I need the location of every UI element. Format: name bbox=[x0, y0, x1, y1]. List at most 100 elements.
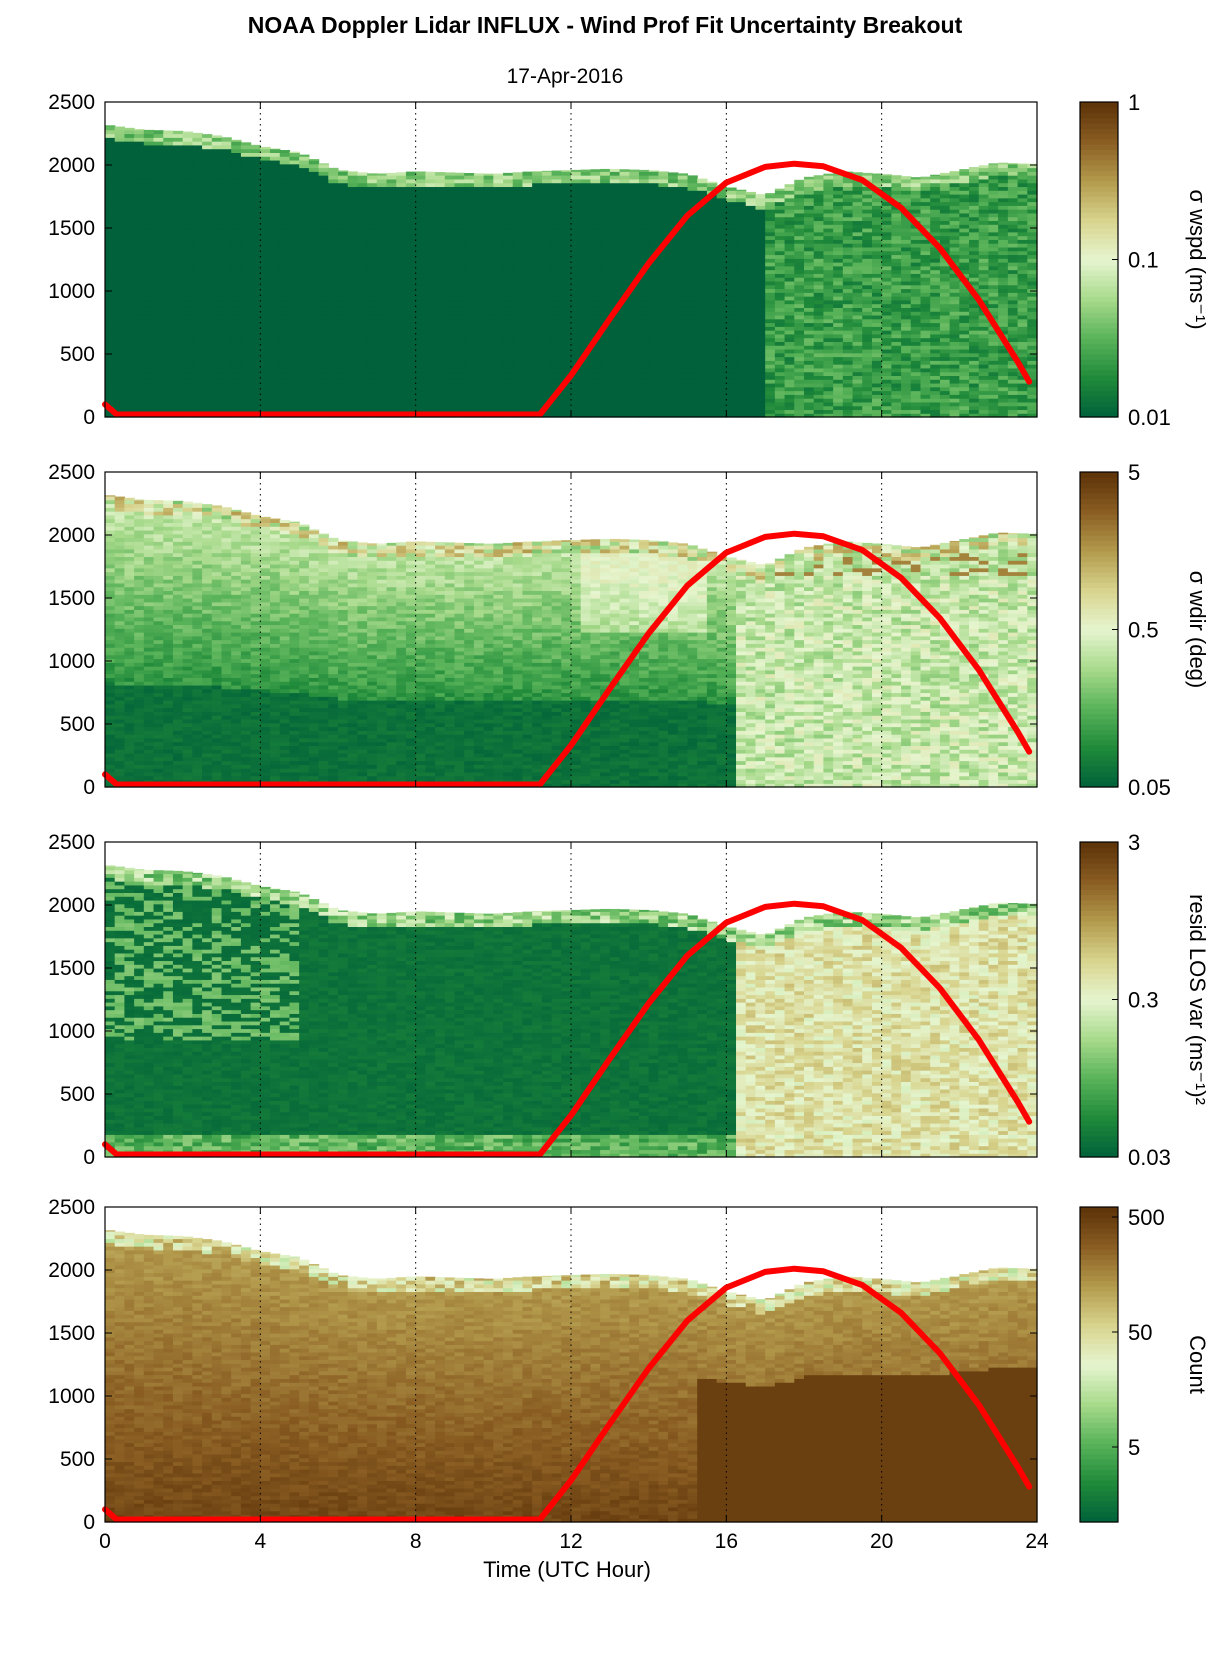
heat-cell bbox=[455, 262, 465, 266]
heat-cell bbox=[299, 232, 309, 236]
heat-cell bbox=[241, 142, 251, 145]
heat-cell bbox=[163, 258, 173, 262]
heat-cell bbox=[474, 391, 484, 395]
heat-cell bbox=[493, 258, 503, 262]
heat-cell bbox=[678, 406, 688, 410]
heat-cell bbox=[163, 254, 173, 258]
heat-cell bbox=[658, 190, 668, 194]
heat-cell bbox=[212, 224, 222, 228]
heat-cell bbox=[445, 217, 455, 221]
heat-cell bbox=[464, 341, 474, 345]
heat-cell bbox=[280, 402, 290, 406]
heat-cell bbox=[134, 186, 144, 190]
heat-cell bbox=[202, 186, 212, 190]
heat-cell bbox=[746, 383, 756, 387]
heat-cell bbox=[804, 326, 814, 330]
heat-cell bbox=[746, 372, 756, 376]
heat-cell bbox=[241, 326, 251, 330]
heat-cell bbox=[173, 220, 183, 224]
heat-cell bbox=[503, 198, 513, 202]
heat-cell bbox=[522, 364, 532, 368]
heat-cell bbox=[726, 387, 736, 391]
heat-cell bbox=[581, 220, 591, 224]
heat-cell bbox=[163, 175, 173, 179]
heat-cell bbox=[319, 209, 329, 213]
heat-cell bbox=[367, 398, 377, 402]
heat-cell bbox=[726, 375, 736, 379]
heat-cell bbox=[309, 164, 319, 168]
heat-cell bbox=[513, 220, 523, 224]
heat-cell bbox=[649, 315, 659, 319]
heat-cell bbox=[183, 304, 193, 308]
heat-cell bbox=[503, 353, 513, 357]
heat-cell bbox=[357, 398, 367, 402]
heat-cell bbox=[173, 156, 183, 160]
heat-cell bbox=[581, 209, 591, 213]
heat-cell bbox=[532, 311, 542, 315]
heat-cell bbox=[134, 292, 144, 296]
heat-cell bbox=[202, 258, 212, 262]
heat-cell bbox=[280, 394, 290, 398]
heat-cell bbox=[328, 258, 338, 262]
heat-cell bbox=[814, 198, 824, 202]
heat-cell bbox=[406, 341, 416, 345]
heat-cell bbox=[610, 292, 620, 296]
heat-cell bbox=[639, 364, 649, 368]
heat-cell bbox=[231, 251, 241, 255]
heat-cell bbox=[154, 296, 164, 300]
heat-cell bbox=[629, 372, 639, 376]
heat-cell bbox=[522, 262, 532, 266]
heat-cell bbox=[299, 323, 309, 327]
heat-cell bbox=[455, 349, 465, 353]
heat-cell bbox=[251, 292, 261, 296]
heat-cell bbox=[105, 205, 115, 209]
heat-cell bbox=[387, 364, 397, 368]
heat-cell bbox=[212, 349, 222, 353]
heat-cell bbox=[610, 383, 620, 387]
heat-cell bbox=[765, 292, 775, 296]
heat-cell bbox=[192, 194, 202, 198]
heat-cell bbox=[707, 247, 717, 251]
heat-cell bbox=[222, 228, 232, 232]
heat-cell bbox=[396, 360, 406, 364]
heat-cell bbox=[707, 353, 717, 357]
heat-cell bbox=[387, 330, 397, 334]
heat-cell bbox=[309, 394, 319, 398]
heat-cell bbox=[163, 288, 173, 292]
heat-cell bbox=[416, 209, 426, 213]
heat-cell bbox=[154, 205, 164, 209]
heat-cell bbox=[445, 258, 455, 262]
heat-cell bbox=[678, 277, 688, 281]
heat-cell bbox=[202, 137, 212, 141]
heat-cell bbox=[348, 300, 358, 304]
heat-cell bbox=[173, 141, 183, 145]
heat-cell bbox=[289, 364, 299, 368]
heat-cell bbox=[425, 251, 435, 255]
heat-cell bbox=[668, 357, 678, 361]
heat-cell bbox=[474, 364, 484, 368]
heat-cell bbox=[202, 134, 212, 138]
heat-cell bbox=[707, 326, 717, 330]
heat-cell bbox=[755, 315, 765, 319]
heat-cell bbox=[590, 379, 600, 383]
heat-cell bbox=[688, 175, 698, 179]
heat-cell bbox=[425, 190, 435, 194]
heat-cell bbox=[425, 353, 435, 357]
heat-cell bbox=[484, 183, 494, 187]
heat-cell bbox=[707, 232, 717, 236]
heat-cell bbox=[590, 202, 600, 206]
heat-cell bbox=[794, 379, 804, 383]
heat-cell bbox=[600, 304, 610, 308]
heat-cell bbox=[542, 258, 552, 262]
heat-cell bbox=[105, 251, 115, 255]
heat-cell bbox=[717, 262, 727, 266]
heat-cell bbox=[658, 307, 668, 311]
heat-cell bbox=[396, 338, 406, 342]
heat-cell bbox=[522, 270, 532, 274]
heat-cell bbox=[387, 372, 397, 376]
heat-cell bbox=[600, 190, 610, 194]
heat-cell bbox=[289, 254, 299, 258]
heat-cell bbox=[688, 273, 698, 277]
heat-cell bbox=[590, 281, 600, 285]
heat-cell bbox=[396, 202, 406, 206]
